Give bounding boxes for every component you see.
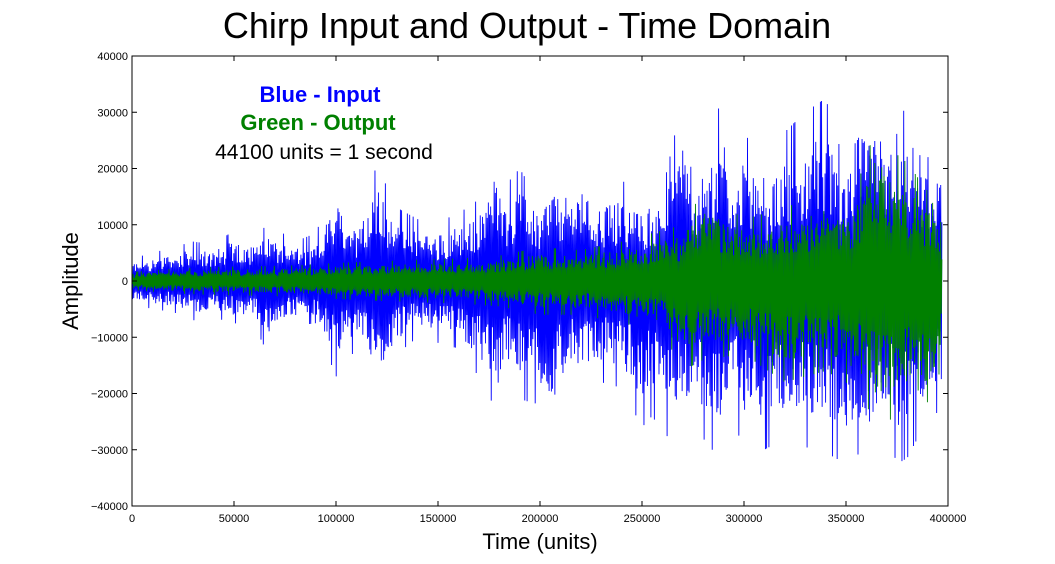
legend-output-annotation: Green - Output (240, 110, 396, 135)
y-tick-label: 20000 (97, 164, 128, 176)
y-axis: −40000 −30000 −20000 −10000 0 10000 20000 30000… (91, 51, 948, 513)
x-axis: 0 50000 100000 150000 200000 250000 300000 3500… (129, 56, 966, 525)
y-tick-label: 10000 (97, 220, 128, 232)
plot-frame (131, 55, 949, 507)
y-tick-label: −20000 (91, 389, 128, 401)
x-tick-label: 350000 (828, 513, 865, 525)
x-tick-label: 150000 (420, 513, 457, 525)
legend-input-annotation: Blue - Input (260, 82, 382, 107)
x-tick-label: 50000 (219, 513, 250, 525)
units-note-annotation: 44100 units = 1 second (215, 141, 433, 164)
x-tick-label: 100000 (318, 513, 355, 525)
plot-area (131, 100, 943, 462)
chart-title: Chirp Input and Output - Time Domain (223, 5, 831, 46)
y-tick-label: −40000 (91, 501, 128, 513)
output-signal-line (131, 145, 943, 420)
y-tick-label: −30000 (91, 445, 128, 457)
x-tick-label: 200000 (522, 513, 559, 525)
y-axis-label: Amplitude (58, 232, 83, 330)
y-tick-label: 0 (122, 276, 128, 288)
y-tick-label: 30000 (97, 107, 128, 119)
x-tick-label: 250000 (624, 513, 661, 525)
y-tick-label: 40000 (97, 51, 128, 63)
x-tick-label: 400000 (930, 513, 967, 525)
input-signal-line (131, 100, 943, 462)
x-axis-label: Time (units) (482, 529, 597, 554)
x-tick-label: 300000 (726, 513, 763, 525)
y-tick-label: −10000 (91, 332, 128, 344)
x-tick-label: 0 (129, 513, 135, 525)
